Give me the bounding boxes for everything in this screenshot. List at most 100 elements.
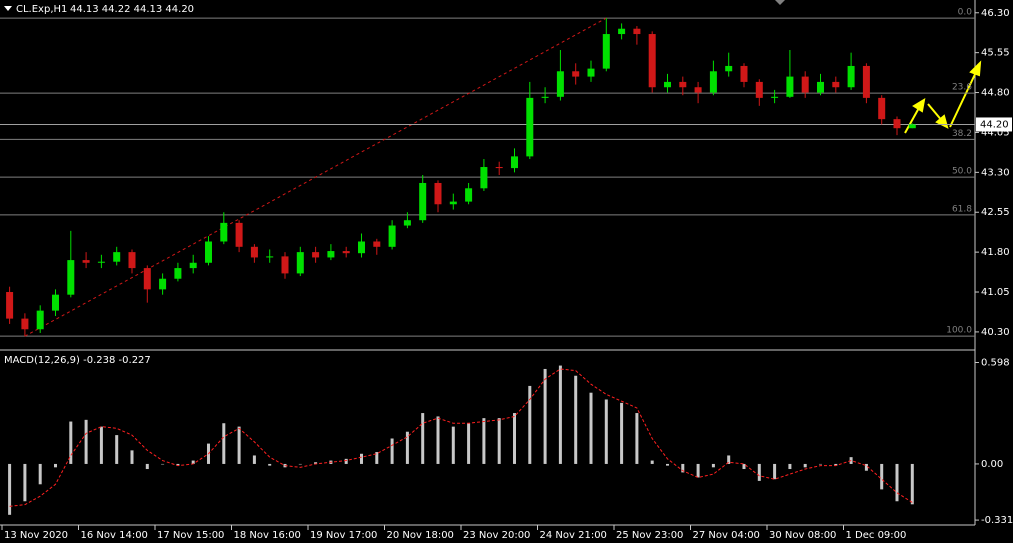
candle-body <box>862 65 870 98</box>
macd-bar <box>497 418 501 464</box>
candle-body <box>832 81 840 88</box>
macd-bar <box>543 368 547 464</box>
macd-bar <box>23 463 27 502</box>
y-tick-label: 0.598 <box>981 358 1010 369</box>
candle-body <box>97 261 105 263</box>
candle-body <box>36 310 44 330</box>
macd-bar <box>298 463 302 465</box>
candle-body <box>419 182 427 221</box>
candle-body <box>250 246 258 258</box>
candle-body <box>893 119 901 129</box>
candle-body <box>556 71 564 97</box>
macd-bar <box>681 463 685 473</box>
y-tick-label: 46.30 <box>981 8 1010 19</box>
fib-label: 38.2 <box>952 129 972 139</box>
macd-bar <box>222 423 226 464</box>
candle-body <box>495 167 503 169</box>
candle-body <box>878 97 886 120</box>
macd-bar <box>528 385 532 464</box>
y-tick-label: 42.55 <box>981 207 1010 218</box>
candle-body <box>327 251 335 258</box>
macd-bar <box>451 426 455 464</box>
candle-body <box>342 251 350 254</box>
macd-bar <box>176 463 180 466</box>
x-tick-label: 23 Nov 20:00 <box>463 530 530 541</box>
macd-bar <box>390 438 394 464</box>
candle-body <box>174 268 182 279</box>
x-tick-label: 27 Nov 04:00 <box>693 530 760 541</box>
candle-body <box>358 241 365 254</box>
macd-bar <box>788 463 792 470</box>
candle-body <box>82 260 90 263</box>
macd-bar <box>268 463 272 466</box>
y-tick-label: 41.05 <box>981 287 1010 298</box>
macd-bar <box>99 426 103 464</box>
x-tick-label: 13 Nov 2020 <box>4 530 68 541</box>
fib-label: 61.8 <box>952 204 972 214</box>
candle-body <box>21 318 29 330</box>
y-tick-label: -0.331 <box>981 515 1013 526</box>
macd-bar <box>666 463 669 466</box>
candle-body <box>266 256 274 258</box>
macd-bar <box>773 463 777 480</box>
macd-bar <box>604 399 608 464</box>
x-tick-label: 19 Nov 17:00 <box>310 530 377 541</box>
macd-bar <box>145 463 149 470</box>
macd-bar <box>742 463 746 470</box>
candle-body <box>449 201 457 205</box>
candle-body <box>434 182 442 205</box>
macd-bar <box>513 413 516 464</box>
candle-body <box>755 81 763 98</box>
price-tag-label: 44.20 <box>980 119 1009 130</box>
macd-bar <box>69 421 73 464</box>
fib-label: 50.0 <box>952 167 972 177</box>
y-tick-label: 40.30 <box>981 327 1010 338</box>
macd-bar <box>344 458 348 464</box>
candle-body <box>465 188 473 202</box>
macd-bar <box>130 450 134 464</box>
candle-body <box>602 34 610 69</box>
candle-body <box>52 294 59 311</box>
macd-bar <box>650 460 654 464</box>
x-tick-label: 18 Nov 16:00 <box>234 530 301 541</box>
candle-body <box>511 156 518 169</box>
y-tick-label: 44.80 <box>981 88 1010 99</box>
macd-bar <box>191 460 195 464</box>
menu-arrow[interactable] <box>4 6 12 11</box>
candle-body <box>189 262 197 269</box>
fib-label: 23.6 <box>952 83 972 93</box>
candle-body <box>220 222 228 242</box>
macd-bar <box>620 402 624 464</box>
macd-bar <box>38 463 42 485</box>
macd-bar <box>161 463 165 465</box>
candle-body <box>128 252 136 269</box>
macd-bar <box>314 462 318 464</box>
candle-body <box>771 96 779 98</box>
candle-body <box>786 76 794 97</box>
macd-bar <box>467 423 471 464</box>
candle-body <box>847 65 855 88</box>
macd-bar <box>834 463 838 466</box>
candle-body <box>648 34 656 88</box>
candle-body <box>373 241 381 247</box>
x-tick-label: 30 Nov 08:00 <box>769 530 836 541</box>
candle-body <box>801 76 809 93</box>
macd-bar <box>360 453 363 464</box>
x-tick-label: 17 Nov 15:00 <box>157 530 224 541</box>
y-tick-label: 45.55 <box>981 48 1010 59</box>
candle-body <box>587 68 595 77</box>
fib-label: 0.0 <box>958 8 973 18</box>
macd-bar <box>635 413 639 464</box>
candle-body <box>618 28 626 35</box>
macd-bar <box>375 452 379 464</box>
macd-bar <box>864 463 868 471</box>
macd-bar <box>115 435 119 464</box>
candle-body <box>143 268 151 290</box>
y-tick-label: 0.00 <box>981 459 1003 470</box>
candle-body <box>664 81 671 88</box>
candle-body <box>67 260 75 295</box>
candle-body <box>541 96 549 98</box>
candle-body <box>572 71 580 77</box>
macd-bar <box>910 463 914 505</box>
